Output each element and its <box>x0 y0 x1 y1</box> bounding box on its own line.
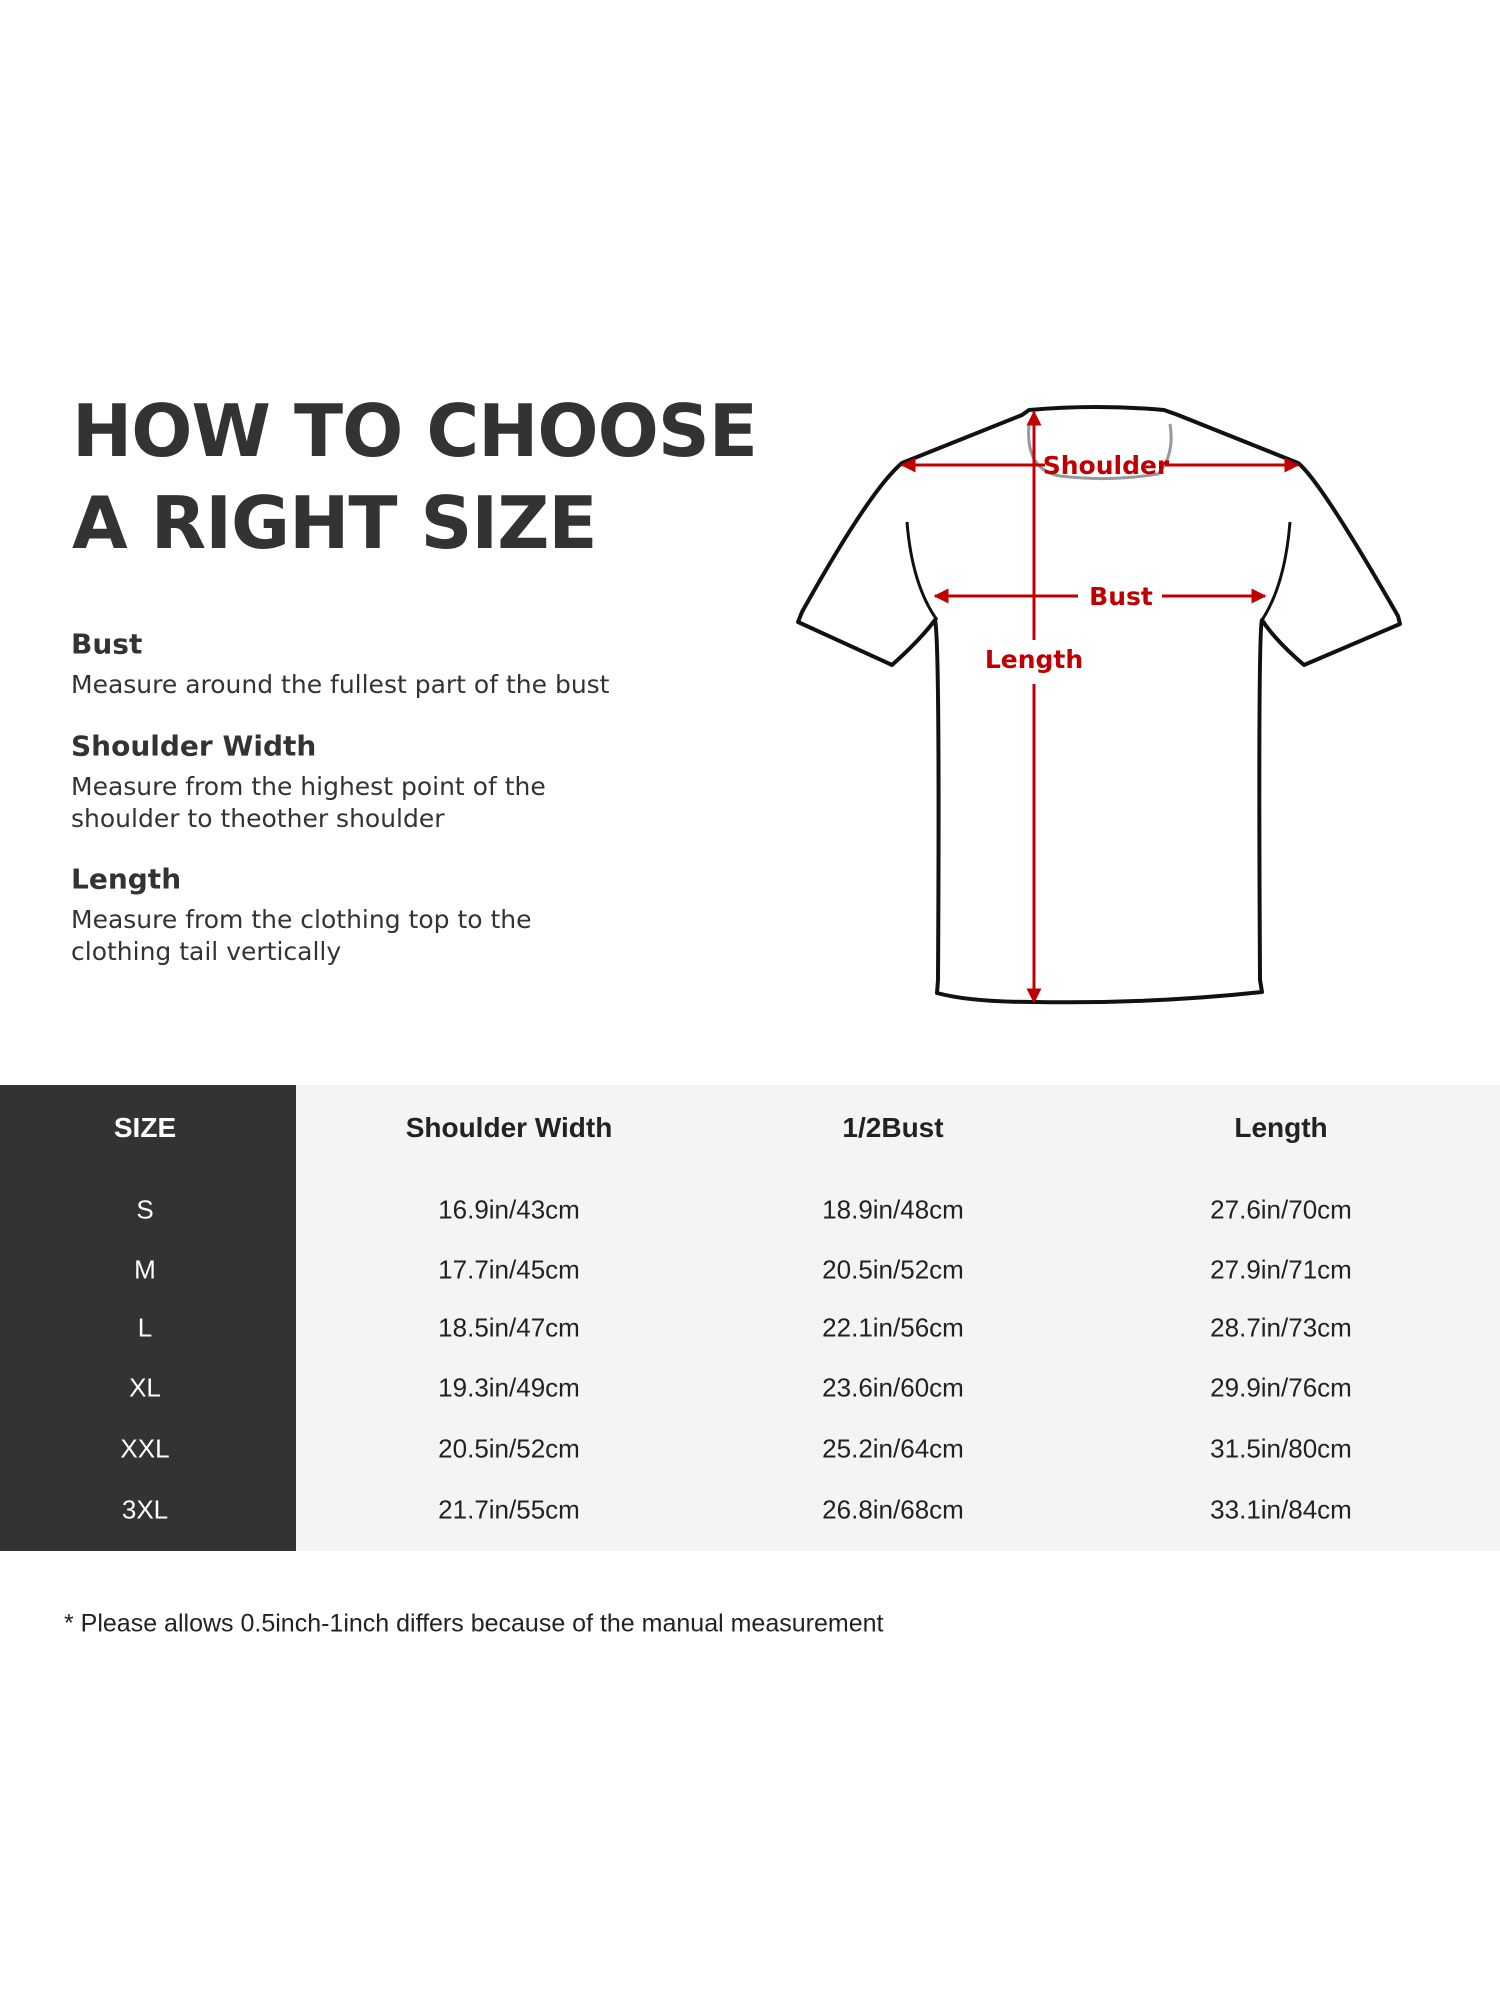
desc-line: Measure from the highest point of the <box>71 772 546 801</box>
table-cell: 19.3in/49cm <box>438 1372 580 1403</box>
column-header: Length <box>1234 1112 1328 1143</box>
size-label: M <box>134 1254 156 1285</box>
table-cell: 18.9in/48cm <box>822 1194 964 1225</box>
table-cell: 22.1in/56cm <box>822 1312 964 1343</box>
table-cell: 29.9in/76cm <box>1210 1372 1352 1403</box>
footnote: * Please allows 0.5inch-1inch differs be… <box>64 1609 884 1638</box>
column-header: Shoulder Width <box>405 1112 613 1143</box>
table-cell: 18.5in/47cm <box>438 1312 580 1343</box>
guide-length-title: Length <box>71 862 182 896</box>
table-cell: 20.5in/52cm <box>438 1433 580 1464</box>
page-title-line1: HOW TO CHOOSE <box>72 389 758 473</box>
desc-line: Measure from the clothing top to the <box>71 905 532 934</box>
shoulder-label: Shoulder <box>1043 451 1170 480</box>
table-cell: 20.5in/52cm <box>822 1254 964 1285</box>
guide-bust-title: Bust <box>71 627 143 661</box>
size-label: S <box>136 1194 154 1225</box>
table-cell: 21.7in/55cm <box>438 1494 580 1525</box>
armhole-left <box>905 521 939 621</box>
guide-bust-desc: Measure around the fullest part of the b… <box>71 669 691 701</box>
tshirt-diagram: Shoulder Bust Length <box>796 405 1402 1005</box>
size-label: 3XL <box>121 1494 169 1525</box>
column-header: 1/2Bust <box>842 1112 944 1143</box>
length-label: Length <box>985 645 1083 674</box>
table-cell: 17.7in/45cm <box>438 1254 580 1285</box>
guide-shoulder-desc: Measure from the highest point of the sho… <box>71 771 691 835</box>
guide-shoulder-title: Shoulder Width <box>71 729 317 763</box>
size-label: XL <box>129 1372 161 1403</box>
table-cell: 25.2in/64cm <box>822 1433 964 1464</box>
tshirt-outline <box>796 405 1402 1005</box>
desc-line: shoulder to theother shoulder <box>71 804 445 833</box>
size-label: L <box>137 1312 153 1343</box>
size-column <box>0 1085 296 1551</box>
guide-length-desc: Measure from the clothing top to the clot… <box>71 904 691 968</box>
page-title-line2: A RIGHT SIZE <box>72 481 598 565</box>
size-label: XXL <box>120 1433 170 1464</box>
desc-line: clothing tail vertically <box>71 937 342 966</box>
column-header: SIZE <box>113 1112 177 1143</box>
table-cell: 26.8in/68cm <box>822 1494 964 1525</box>
table-cell: 27.6in/70cm <box>1210 1194 1352 1225</box>
table-cell: 28.7in/73cm <box>1210 1312 1352 1343</box>
table-cell: 23.6in/60cm <box>822 1372 964 1403</box>
table-cell: 16.9in/43cm <box>438 1194 580 1225</box>
bust-label: Bust <box>1089 582 1153 611</box>
table-cell: 33.1in/84cm <box>1210 1494 1352 1525</box>
desc-line: Measure around the fullest part of the b… <box>71 670 610 699</box>
armhole-right <box>1260 521 1292 621</box>
table-cell: 31.5in/80cm <box>1210 1433 1352 1464</box>
table-cell: 27.9in/71cm <box>1210 1254 1352 1285</box>
